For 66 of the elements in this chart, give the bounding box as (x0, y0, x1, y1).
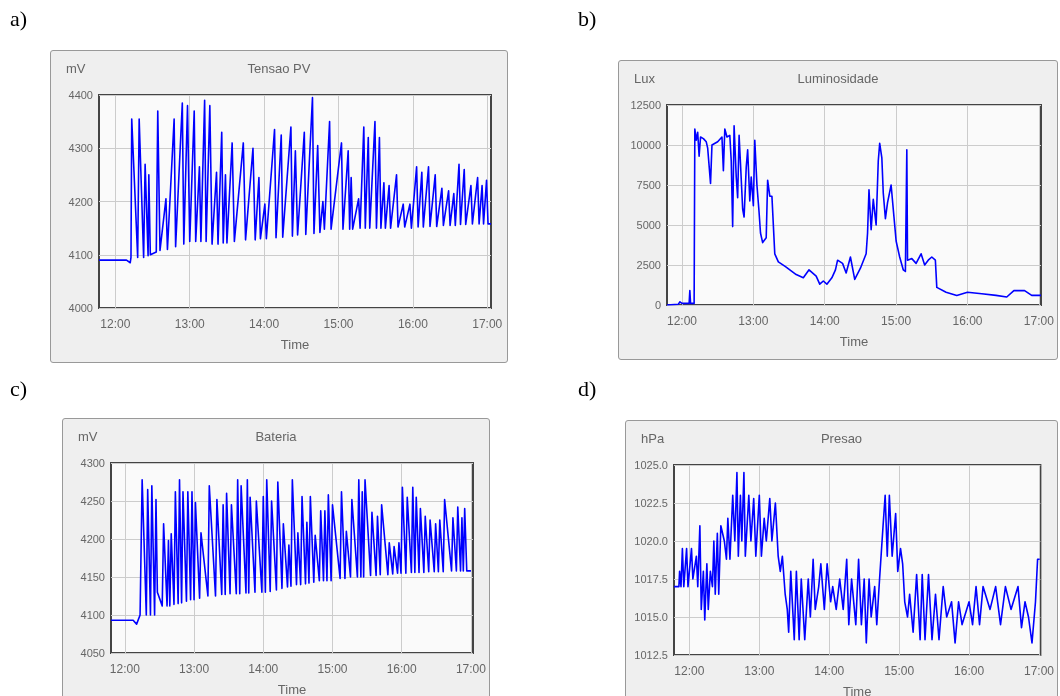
x-tick-label: 16:00 (386, 662, 418, 676)
y-axis-title: hPa (641, 431, 665, 446)
x-tick-label: 13:00 (174, 317, 206, 331)
y-tick-label: 4400 (68, 89, 93, 101)
y-tick-label: 5000 (636, 219, 661, 231)
y-tick-label: 1020.0 (634, 535, 668, 547)
x-tick-label: 17:00 (472, 317, 503, 331)
x-tick-label: 15:00 (881, 314, 912, 328)
line-series (98, 96, 492, 264)
text: d) (578, 376, 597, 402)
x-tick-label: 13:00 (738, 314, 769, 328)
y-tick-label: 12500 (630, 99, 661, 111)
x-tick-label: 16:00 (952, 314, 983, 328)
x-tick-label: 13:00 (744, 664, 775, 678)
x-tick-label: 17:00 (1023, 664, 1055, 678)
y-tick-label: 10000 (630, 139, 661, 151)
y-axis-title: Lux (634, 71, 656, 86)
text: c) (10, 376, 28, 402)
line-series (673, 471, 1041, 644)
x-tick-label: 15:00 (317, 662, 348, 676)
y-tick-label: 4100 (80, 609, 105, 621)
x-tick-label: 14:00 (809, 314, 841, 328)
x-tick-label: 12:00 (100, 317, 131, 331)
y-tick-label: 4200 (68, 195, 93, 208)
text: a) (10, 6, 28, 32)
y-tick-label: 2500 (636, 259, 661, 271)
y-tick-label: 1012.5 (634, 649, 668, 661)
line-series (110, 478, 472, 625)
y-tick-label: 4150 (80, 571, 105, 583)
x-tick-label: 16:00 (954, 664, 985, 678)
chart-title: Tensao PV (247, 61, 311, 76)
y-tick-label: 7500 (636, 179, 661, 191)
x-axis-title: Time (277, 682, 307, 696)
x-tick-label: 12:00 (666, 314, 698, 328)
x-tick-label: 12:00 (109, 662, 141, 676)
y-tick-label: 1017.5 (634, 573, 668, 585)
x-tick-label: 17:00 (455, 662, 487, 676)
y-tick-label: 1025.0 (634, 459, 668, 471)
x-tick-label: 14:00 (249, 317, 280, 331)
y-tick-label: 4250 (80, 495, 105, 507)
y-tick-label: 1015.0 (634, 611, 668, 623)
y-tick-label: 0 (654, 299, 661, 311)
chart-title: Luminosidade (797, 71, 879, 86)
x-tick-label: 17:00 (1023, 314, 1055, 328)
x-tick-label: 13:00 (179, 662, 210, 676)
y-tick-label: 4200 (80, 533, 105, 545)
y-tick-label: 4300 (80, 457, 105, 469)
x-tick-label: 12:00 (674, 664, 705, 678)
x-axis-title: Time (280, 337, 310, 352)
chart-title: Bateria (255, 429, 298, 444)
y-tick-label: 4050 (80, 647, 105, 659)
x-tick-label: 14:00 (814, 664, 845, 678)
x-tick-label: 15:00 (884, 664, 915, 678)
x-tick-label: 14:00 (248, 662, 279, 676)
x-axis-title: Time (839, 334, 869, 349)
y-tick-label: 4100 (68, 248, 93, 261)
y-tick-label: 4000 (68, 302, 93, 314)
x-tick-label: 16:00 (397, 317, 429, 331)
y-tick-label: 4300 (68, 142, 93, 155)
x-axis-title: Time (842, 684, 872, 696)
x-tick-label: 15:00 (323, 317, 354, 331)
text: b) (578, 6, 597, 32)
y-tick-label: 1022.5 (634, 497, 668, 509)
y-axis-title: mV (78, 429, 98, 444)
chart-title: Presao (820, 431, 863, 446)
y-axis-title: mV (66, 61, 86, 76)
